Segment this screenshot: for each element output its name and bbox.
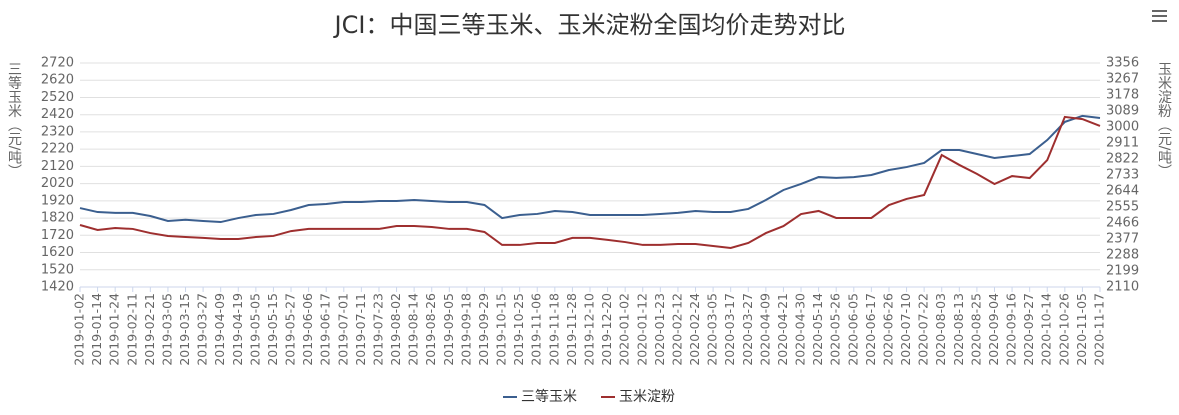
x-tick-label: 2020-06-17: [863, 293, 878, 366]
x-tick-label: 2019-06-17: [318, 293, 333, 366]
x-tick-label: 2019-05-15: [265, 293, 280, 366]
legend-label: 三等玉米: [521, 388, 577, 405]
x-tick-label: 2019-04-19: [230, 293, 245, 366]
x-tick-label: 2020-04-09: [757, 293, 772, 366]
x-tick-label: 2019-07-01: [335, 293, 350, 366]
x-tick-label: 2020-03-17: [722, 293, 737, 366]
x-tick-label: 2020-01-23: [652, 293, 667, 366]
y2-tick-label: 2199: [1106, 264, 1139, 279]
x-tick-label: 2020-06-26: [880, 293, 895, 366]
y-tick-label: 2420: [41, 107, 74, 122]
y-tick-label: 2120: [41, 159, 74, 174]
x-tick-label: 2019-07-23: [370, 293, 385, 366]
x-tick-label: 2019-11-06: [529, 293, 544, 366]
y2-tick-label: 2288: [1106, 248, 1139, 263]
y-tick-label: 1420: [41, 280, 74, 295]
y2-axis-label: 玉米淀粉（元/吨）: [1156, 62, 1172, 179]
x-tick-label: 2019-03-15: [177, 293, 192, 366]
legend-item[interactable]: 三等玉米: [503, 388, 577, 405]
x-tick-label: 2019-10-25: [511, 293, 526, 366]
x-tick-label: 2019-09-18: [458, 293, 473, 366]
x-tick-label: 2020-03-05: [705, 293, 720, 366]
x-tick-label: 2019-02-21: [142, 293, 157, 366]
y2-tick-label: 2644: [1106, 184, 1139, 199]
y-tick-label: 1520: [41, 262, 74, 277]
x-tick-label: 2020-03-27: [740, 293, 755, 366]
x-tick-label: 2020-09-16: [1004, 293, 1019, 366]
y2-tick-label: 2466: [1106, 216, 1139, 231]
series-line: [79, 115, 1101, 250]
x-tick-label: 2019-01-24: [107, 293, 122, 366]
x-tick-label: 2020-09-04: [986, 293, 1001, 366]
y-tick-label: 1820: [41, 211, 74, 226]
x-tick-label: 2019-03-05: [159, 293, 174, 366]
x-tick-label: 2019-10-15: [494, 293, 509, 366]
x-tick-label: 2019-06-06: [300, 293, 315, 366]
x-tick-label: 2020-05-14: [810, 293, 825, 366]
x-tick-label: 2019-07-11: [353, 293, 368, 366]
y2-tick-label: 3267: [1106, 72, 1139, 87]
x-tick-label: 2020-04-30: [793, 293, 808, 366]
x-tick-label: 2019-03-27: [195, 293, 210, 366]
x-tick-label: 2019-04-09: [212, 293, 227, 366]
y-tick-label: 2720: [41, 56, 74, 71]
x-tick-label: 2020-11-17: [1092, 293, 1107, 366]
y2-tick-label: 2733: [1106, 168, 1139, 183]
x-tick-label: 2020-08-25: [968, 293, 983, 366]
y-tick-label: 1720: [41, 228, 74, 243]
y-tick-label: 2320: [41, 124, 74, 139]
series-line: [79, 114, 1101, 224]
y-tick-label: 2220: [41, 142, 74, 157]
x-tick-label: 2019-09-29: [476, 293, 491, 366]
x-tick-label: 2020-07-10: [898, 293, 913, 366]
x-tick-label: 2020-08-13: [951, 293, 966, 366]
legend-label: 玉米淀粉: [619, 389, 675, 405]
x-tick-label: 2019-08-02: [388, 293, 403, 366]
x-tick-label: 2019-11-28: [564, 293, 579, 366]
y-tick-label: 1620: [41, 245, 74, 260]
x-tick-label: 2020-11-05: [1074, 293, 1089, 366]
x-tick-label: 2020-04-21: [775, 293, 790, 366]
y-tick-label: 2620: [41, 73, 74, 88]
x-tick-label: 2020-06-05: [845, 293, 860, 366]
x-tick-label: 2019-08-14: [406, 293, 421, 366]
x-tick-label: 2020-08-03: [933, 293, 948, 366]
x-tick-label: 2019-05-27: [283, 293, 298, 366]
x-tick-label: 2020-01-12: [634, 293, 649, 366]
y2-tick-label: 3178: [1106, 88, 1139, 103]
x-tick-label: 2019-11-18: [546, 293, 561, 366]
x-tick-label: 2020-07-22: [916, 293, 931, 366]
x-tick-label: 2019-12-10: [582, 293, 597, 366]
x-tick-label: 2020-01-02: [617, 293, 632, 366]
y-axis-label: 三等玉米（元/吨）: [6, 62, 22, 179]
x-tick-label: 2019-01-02: [72, 293, 87, 366]
x-tick-label: 2019-09-05: [441, 293, 456, 366]
x-tick-label: 2019-08-26: [423, 293, 438, 366]
y2-tick-label: 3356: [1106, 56, 1139, 71]
y-tick-label: 1920: [41, 193, 74, 208]
y2-tick-label: 2555: [1106, 200, 1139, 215]
y2-tick-label: 2110: [1106, 280, 1139, 295]
x-tick-label: 2019-01-14: [89, 293, 104, 366]
x-tick-label: 2020-10-14: [1039, 293, 1054, 366]
x-tick-label: 2020-02-24: [687, 293, 702, 366]
x-tick-label: 2020-10-26: [1056, 293, 1071, 366]
menu-icon[interactable]: [1152, 10, 1167, 22]
x-tick-label: 2020-09-27: [1021, 293, 1036, 366]
x-tick-label: 2020-05-26: [828, 293, 843, 366]
y-tick-label: 2520: [41, 90, 74, 105]
x-tick-label: 2019-05-05: [247, 293, 262, 366]
y-tick-label: 2020: [41, 176, 74, 191]
x-tick-label: 2019-12-20: [599, 293, 614, 366]
y2-tick-label: 2377: [1106, 232, 1139, 247]
legend-item[interactable]: 玉米淀粉: [601, 389, 675, 405]
y2-tick-label: 3000: [1106, 120, 1139, 135]
y2-tick-label: 2911: [1106, 136, 1139, 151]
chart-title: JCI：中国三等玉米、玉米淀粉全国均价走势对比: [333, 11, 846, 39]
y2-tick-label: 2822: [1106, 152, 1139, 167]
x-tick-label: 2020-02-12: [669, 293, 684, 366]
y2-tick-label: 3089: [1106, 104, 1139, 119]
x-tick-label: 2019-02-11: [124, 293, 139, 366]
